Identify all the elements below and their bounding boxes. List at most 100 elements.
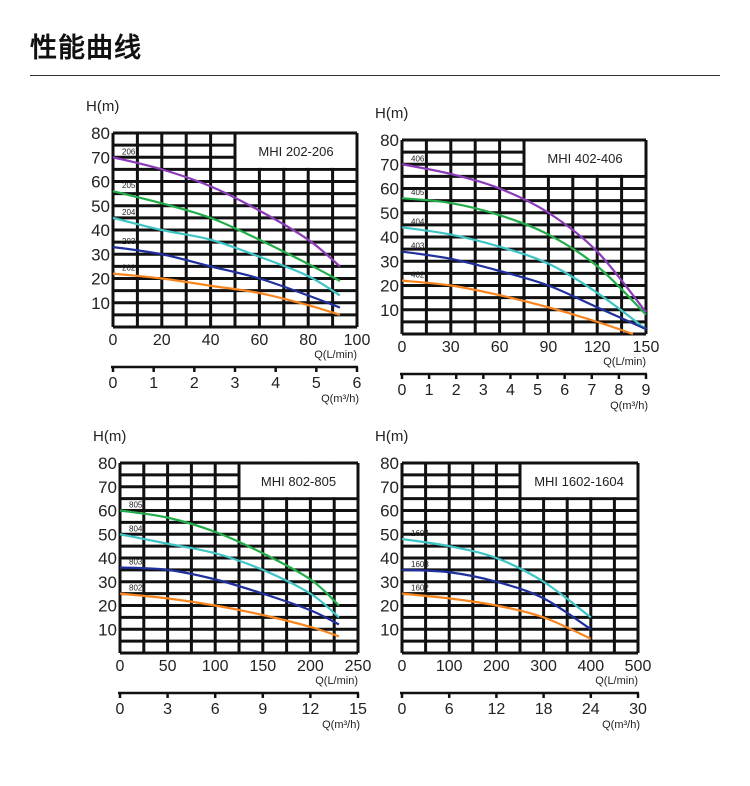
- x-tick-label: 200: [297, 658, 324, 675]
- series-label: 802: [129, 584, 143, 593]
- y-tick-label: 30: [380, 573, 399, 592]
- secondary-x-tick-label: 0: [116, 701, 125, 718]
- series-label: 206: [122, 147, 136, 156]
- y-tick-label: 20: [98, 597, 117, 616]
- y-tick-label: 80: [380, 454, 399, 473]
- title-divider: [30, 75, 720, 76]
- y-tick-label: 10: [380, 301, 399, 320]
- secondary-x-axis-label: Q(m³/h): [322, 719, 360, 731]
- y-tick-label: 70: [380, 478, 399, 497]
- x-tick-label: 50: [159, 658, 177, 675]
- y-tick-label: 20: [380, 597, 399, 616]
- y-tick-label: 20: [380, 277, 399, 296]
- x-tick-label: 0: [109, 332, 118, 349]
- series-label: 204: [122, 208, 136, 217]
- x-axis-label: Q(L/min): [315, 675, 358, 687]
- x-tick-label: 60: [491, 339, 509, 356]
- secondary-x-axis-label: Q(m³/h): [602, 719, 640, 731]
- series-line-403: [401, 250, 647, 331]
- chart-title: MHI 202-206: [258, 144, 333, 159]
- y-tick-label: 70: [98, 478, 117, 497]
- series-label: 405: [411, 188, 425, 197]
- secondary-x-tick-label: 30: [629, 701, 647, 718]
- secondary-x-tick-label: 9: [258, 701, 267, 718]
- y-tick-label: 40: [380, 228, 399, 247]
- x-tick-label: 100: [344, 332, 371, 349]
- series-label: 406: [411, 154, 425, 163]
- x-tick-label: 200: [483, 658, 510, 675]
- secondary-x-tick-label: 1: [149, 375, 158, 392]
- x-tick-label: 100: [202, 658, 229, 675]
- y-tick-label: 70: [380, 155, 399, 174]
- chart-title-box: [236, 134, 356, 168]
- y-tick-label: 70: [91, 148, 110, 167]
- y-tick-label: 10: [98, 620, 117, 639]
- y-tick-label: 30: [91, 245, 110, 264]
- y-tick-label: 80: [91, 124, 110, 143]
- secondary-x-tick-label: 5: [533, 382, 542, 399]
- chart-title-box: [525, 141, 645, 175]
- y-tick-label: 60: [380, 180, 399, 199]
- x-tick-label: 300: [530, 658, 557, 675]
- series-line-1603: [401, 568, 592, 631]
- chart-title-box: [240, 464, 357, 498]
- secondary-x-tick-label: 3: [479, 382, 488, 399]
- secondary-x-tick-label: 0: [398, 701, 407, 718]
- series-label: 202: [122, 264, 136, 273]
- series-label: 402: [411, 271, 425, 280]
- x-tick-label: 150: [249, 658, 276, 675]
- y-tick-label: 50: [380, 204, 399, 223]
- y-tick-label: 10: [380, 620, 399, 639]
- chart-title: MHI 802-805: [261, 474, 336, 489]
- series-line-1602: [401, 592, 592, 640]
- x-tick-label: 0: [398, 339, 407, 356]
- series-label: 1603: [411, 560, 429, 569]
- series-label: 805: [129, 501, 143, 510]
- series-label: 403: [411, 242, 425, 251]
- secondary-x-tick-label: 4: [271, 375, 280, 392]
- x-axis-label: Q(L/min): [603, 356, 646, 368]
- y-tick-label: 60: [98, 502, 117, 521]
- secondary-x-tick-label: 4: [506, 382, 515, 399]
- y-tick-label: 40: [98, 549, 117, 568]
- x-tick-label: 100: [436, 658, 463, 675]
- y-tick-label: 50: [98, 525, 117, 544]
- y-axis-label: H(m): [375, 428, 408, 445]
- chart-title-box: [521, 464, 637, 498]
- secondary-x-tick-label: 24: [582, 701, 600, 718]
- secondary-x-tick-label: 0: [109, 375, 118, 392]
- y-tick-label: 60: [91, 173, 110, 192]
- series-line-402: [401, 279, 634, 336]
- series-label: 203: [122, 237, 136, 246]
- series-line-805: [119, 509, 340, 607]
- y-tick-label: 40: [91, 221, 110, 240]
- secondary-x-tick-label: 15: [349, 701, 367, 718]
- y-tick-label: 80: [380, 131, 399, 150]
- series-line-804: [119, 533, 340, 619]
- x-tick-label: 60: [251, 332, 269, 349]
- page-title: 性能曲线: [30, 33, 142, 64]
- secondary-x-tick-label: 3: [163, 701, 172, 718]
- secondary-x-tick-label: 6: [211, 701, 220, 718]
- y-tick-label: 50: [380, 525, 399, 544]
- secondary-x-tick-label: 0: [398, 382, 407, 399]
- x-tick-label: 80: [299, 332, 317, 349]
- series-line-206: [112, 156, 341, 268]
- x-axis-label: Q(L/min): [314, 349, 357, 361]
- series-line-803: [119, 566, 340, 626]
- y-tick-label: 10: [91, 294, 110, 313]
- y-tick-label: 40: [380, 549, 399, 568]
- x-tick-label: 150: [633, 339, 660, 356]
- secondary-x-tick-label: 2: [190, 375, 199, 392]
- x-tick-label: 30: [442, 339, 460, 356]
- chart-title: MHI 1602-1604: [534, 474, 624, 489]
- x-tick-label: 90: [540, 339, 558, 356]
- series-label: 1604: [411, 529, 429, 538]
- secondary-x-tick-label: 9: [642, 382, 651, 399]
- secondary-x-tick-label: 3: [231, 375, 240, 392]
- secondary-x-tick-label: 12: [488, 701, 506, 718]
